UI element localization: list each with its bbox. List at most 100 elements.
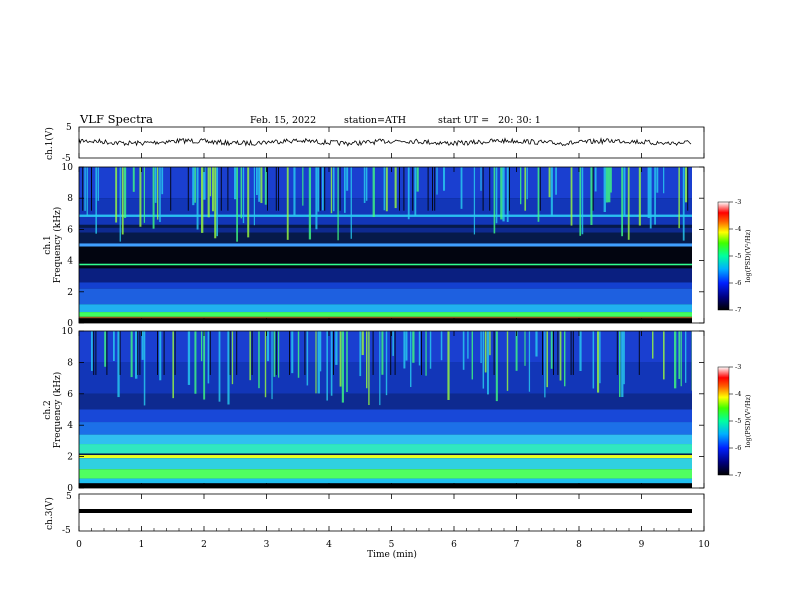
emission-streak: [623, 331, 625, 385]
emission-streak: [264, 331, 267, 398]
emission-streak: [121, 167, 124, 235]
ch1-ytick-max: 5: [66, 123, 72, 133]
ch1-waveform: [78, 137, 692, 147]
spectral-band: [79, 422, 692, 435]
emission-streak: [194, 331, 197, 394]
emission-streak: [161, 167, 164, 195]
x-tick-label: 3: [264, 540, 270, 550]
emission-streak: [172, 331, 174, 399]
y-tick-label: 6: [67, 390, 73, 400]
emission-streak: [192, 167, 195, 206]
emission-streak: [227, 331, 230, 405]
emission-streak: [436, 167, 438, 195]
spectral-band: [79, 312, 692, 317]
dark-streak: [278, 167, 279, 211]
spectral-band: [79, 198, 692, 225]
emission-streak: [495, 331, 498, 402]
emission-streak: [418, 331, 421, 366]
spectral-band: [79, 362, 692, 394]
colorbar-tick-label: -3: [735, 198, 741, 206]
emission-streak: [621, 331, 624, 398]
colorbar-tick-label: -4: [735, 390, 741, 398]
emission-streak: [143, 331, 146, 406]
emission-streak: [315, 331, 317, 394]
emission-streak: [346, 331, 348, 393]
dark-streak: [557, 331, 559, 375]
colorbar-tick-label: -4: [735, 225, 741, 233]
dark-streak: [304, 331, 306, 375]
emission-streak: [550, 331, 553, 369]
dark-streak: [542, 331, 543, 375]
ch1-spectrogram-image: [79, 167, 704, 323]
time-axis-ticks: 0 1 2 3 4 5 6 7 8 9 10: [76, 127, 710, 550]
emission-streak: [187, 331, 191, 385]
emission-streak: [194, 167, 196, 203]
emission-streak: [447, 331, 450, 400]
start-time-label: start UT = 20: 30: 1: [438, 115, 541, 126]
emission-streak: [363, 167, 366, 203]
emission-streak: [555, 167, 557, 195]
emission-streak: [500, 167, 503, 220]
emission-streak: [546, 331, 549, 388]
emission-streak: [130, 331, 133, 378]
spectrogram-end-gap: [692, 331, 704, 488]
emission-streak: [480, 331, 482, 364]
emission-streak: [603, 167, 606, 213]
colorbar-tick-label: -5: [735, 417, 741, 425]
emission-streak: [86, 167, 88, 215]
emission-streak: [234, 167, 237, 200]
y-tick-label: 2: [67, 288, 73, 298]
emission-streak: [203, 331, 206, 400]
spectral-band: [79, 469, 692, 479]
spectral-band: [79, 393, 692, 410]
dark-streak: [157, 331, 158, 375]
emission-streak: [267, 331, 270, 362]
spectral-band: [79, 268, 692, 283]
spectral-band: [79, 263, 692, 266]
x-tick-label: 5: [389, 540, 395, 550]
emission-streak: [570, 167, 573, 226]
emission-streak: [429, 331, 432, 369]
emission-streak: [242, 167, 245, 224]
y-tick-label: 2: [67, 453, 73, 463]
emission-streak: [141, 331, 144, 360]
emission-streak: [346, 167, 349, 191]
emission-streak: [260, 167, 263, 204]
emission-streak: [84, 167, 86, 211]
emission-streak: [113, 331, 115, 362]
emission-streak: [520, 167, 522, 205]
emission-streak: [236, 167, 238, 242]
emission-streak: [385, 331, 388, 396]
emission-streak: [581, 167, 584, 235]
spectral-band: [79, 331, 692, 363]
emission-streak: [319, 331, 322, 372]
ch3-waveform-panel: 5 -5 ch.3(V) 0 1 2 3 4 5 6 7 8 9 10 Time (min): [44, 127, 710, 560]
emission-streak: [337, 167, 339, 241]
dark-streak: [432, 167, 433, 211]
emission-streak: [201, 331, 203, 362]
x-tick-label: 0: [76, 540, 82, 550]
ch1-spectrogram-yticks: 0 2 4 6 8 10: [62, 163, 704, 329]
ch1-colorbar-scale: [717, 201, 730, 311]
emission-streak: [502, 167, 505, 222]
dark-streak: [289, 331, 290, 375]
y-tick-label: 10: [62, 163, 74, 173]
spectral-band: [79, 304, 692, 313]
x-tick-label: 1: [139, 540, 145, 550]
emission-streak: [379, 331, 381, 406]
emission-streak: [412, 331, 415, 363]
emission-streak: [91, 331, 93, 371]
emission-streak: [258, 331, 260, 389]
emission-streak: [291, 331, 294, 374]
emission-streak: [394, 167, 397, 209]
emission-streak: [203, 167, 206, 200]
ch3-ytick-min: -5: [62, 526, 71, 536]
y-tick-label: 0: [67, 484, 73, 494]
emission-streak: [608, 167, 611, 203]
spectral-band: [79, 318, 692, 323]
dark-streak: [139, 331, 141, 375]
dark-streak: [638, 331, 640, 375]
emission-streak: [383, 167, 386, 211]
emission-streak: [207, 167, 210, 218]
